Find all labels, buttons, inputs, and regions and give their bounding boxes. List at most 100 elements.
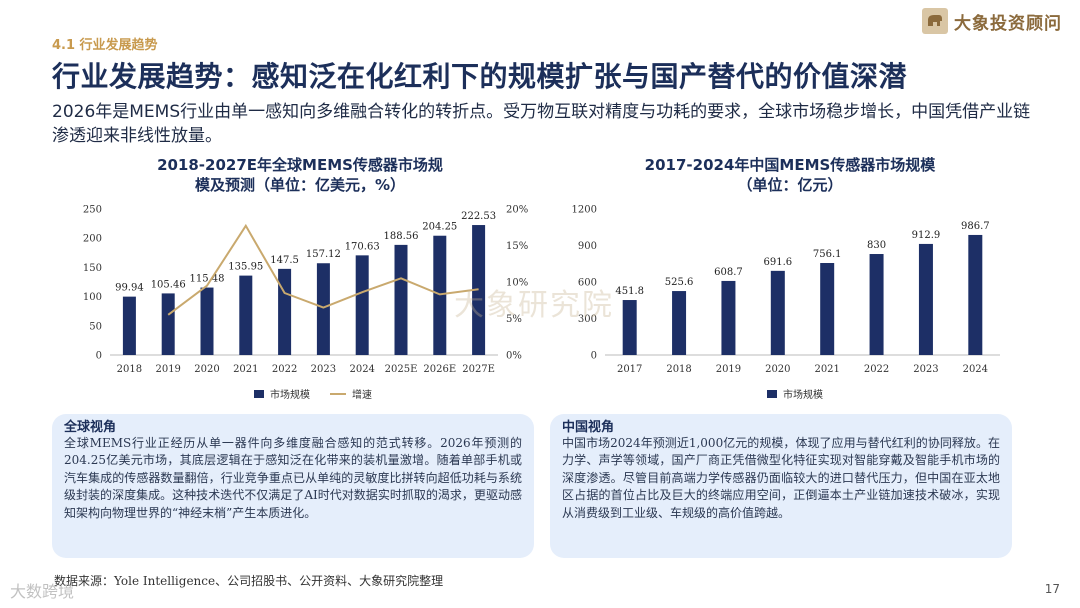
y-tick-label: 100 bbox=[83, 292, 102, 303]
bar bbox=[672, 291, 687, 355]
y-tick-label: 150 bbox=[83, 263, 102, 274]
y2-tick-label: 10% bbox=[506, 278, 528, 289]
x-tick-label: 2025E bbox=[385, 364, 418, 375]
chart2-legend: 市场规模 bbox=[767, 386, 823, 401]
x-tick-label: 2017 bbox=[617, 364, 642, 375]
bar bbox=[200, 287, 214, 355]
y-tick-label: 0 bbox=[96, 351, 102, 362]
data-label: 135.95 bbox=[228, 262, 263, 273]
panel-body: 中国市场2024年预测近1,000亿元的规模，体现了应用与替代红利的协同释放。在… bbox=[562, 436, 1000, 520]
panel-body: 全球MEMS行业正经历从单一器件向多维度融合感知的范式转移。2026年预测的20… bbox=[64, 436, 522, 520]
y-tick-label: 300 bbox=[578, 314, 597, 325]
x-tick-label: 2019 bbox=[716, 364, 741, 375]
watermark: 大象研究院 bbox=[454, 288, 614, 323]
chart2-title-line2: （单位：亿元） bbox=[737, 176, 843, 194]
growth-line bbox=[167, 223, 479, 316]
y-tick-label: 600 bbox=[578, 278, 597, 289]
x-tick-label: 2022 bbox=[864, 364, 889, 375]
y-tick-label: 0 bbox=[591, 351, 597, 362]
data-label: 204.25 bbox=[422, 222, 457, 233]
data-label: 986.7 bbox=[961, 221, 990, 232]
bar bbox=[316, 263, 330, 355]
legend-bar-label: 市场规模 bbox=[783, 390, 823, 401]
legend-bar-label: 市场规模 bbox=[270, 390, 310, 401]
data-label: 147.5 bbox=[270, 255, 299, 266]
chart1-title: 2018-2027E年全球MEMS传感器市场规 模及预测（单位：亿美元，%） bbox=[100, 155, 500, 195]
data-label: 170.63 bbox=[345, 241, 380, 252]
page-number: 17 bbox=[1044, 582, 1060, 596]
chart1-title-line2: 模及预测（单位：亿美元，%） bbox=[194, 176, 406, 194]
chart1-legend: 市场规模 增速 bbox=[254, 386, 372, 401]
chart2-title-line1: 2017-2024年中国MEMS传感器市场规模 bbox=[644, 156, 936, 174]
data-label: 105.46 bbox=[151, 279, 186, 290]
bar bbox=[622, 300, 637, 355]
x-tick-label: 2020 bbox=[194, 364, 219, 375]
bar bbox=[770, 270, 785, 355]
x-tick-label: 2023 bbox=[311, 364, 336, 375]
x-tick-label: 2027E bbox=[462, 364, 495, 375]
bar bbox=[918, 243, 933, 355]
bar bbox=[239, 275, 253, 355]
brand-logo: 大象投资顾问 bbox=[922, 8, 1062, 34]
data-label: 115.48 bbox=[190, 274, 225, 285]
global-mems-chart: 0 50 100 150 200 250 0% 5% 10% 15% 20% 99.94 2018 105… bbox=[83, 205, 528, 376]
y2-tick-label: 0% bbox=[506, 351, 522, 362]
x-tick-label: 2023 bbox=[913, 364, 938, 375]
legend-bar-swatch bbox=[767, 389, 777, 398]
bar bbox=[394, 244, 408, 355]
data-label: 756.1 bbox=[813, 249, 842, 260]
corner-watermark: 大数跨境 bbox=[10, 582, 75, 601]
data-source: 数据来源：Yole Intelligence、公司招股书、公开资料、大象研究院整… bbox=[54, 574, 444, 588]
x-tick-label: 2021 bbox=[233, 364, 258, 375]
bar bbox=[968, 234, 983, 355]
x-tick-label: 2024 bbox=[963, 364, 988, 375]
y-tick-label: 50 bbox=[89, 321, 102, 332]
china-view-panel: 中国视角 中国市场2024年预测近1,000亿元的规模，体现了应用与替代红利的协… bbox=[550, 414, 1012, 558]
bar bbox=[869, 254, 884, 355]
x-tick-label: 2022 bbox=[272, 364, 297, 375]
legend-line-swatch bbox=[330, 392, 346, 395]
data-label: 525.6 bbox=[665, 277, 694, 288]
x-tick-label: 2019 bbox=[155, 364, 180, 375]
data-label: 912.9 bbox=[912, 230, 941, 241]
panel-title: 全球视角 bbox=[64, 420, 117, 435]
section-tag: 4.1 行业发展趋势 bbox=[52, 38, 158, 53]
x-tick-label: 2026E bbox=[423, 364, 456, 375]
logo-text: 大象投资顾问 bbox=[954, 13, 1062, 34]
y-tick-label: 200 bbox=[83, 234, 102, 245]
x-tick-label: 2021 bbox=[814, 364, 839, 375]
data-label: 608.7 bbox=[714, 267, 743, 278]
y-tick-label: 1200 bbox=[572, 205, 597, 216]
y2-tick-label: 5% bbox=[506, 314, 522, 325]
x-tick-label: 2018 bbox=[666, 364, 691, 375]
page-subtitle: 2026年是MEMS行业由单一感知向多维融合转化的转折点。受万物互联对精度与功耗… bbox=[52, 102, 1031, 146]
bar bbox=[122, 296, 136, 355]
panel-title: 中国视角 bbox=[562, 420, 615, 435]
chart2-title: 2017-2024年中国MEMS传感器市场规模 （单位：亿元） bbox=[600, 155, 980, 195]
data-label: 830 bbox=[867, 240, 886, 251]
data-label: 157.12 bbox=[306, 249, 341, 260]
legend-line-label: 增速 bbox=[352, 390, 372, 401]
data-label: 691.6 bbox=[763, 257, 792, 268]
page-title: 行业发展趋势：感知泛在化红利下的规模扩张与国产替代的价值深潜 bbox=[52, 60, 908, 93]
x-tick-label: 2020 bbox=[765, 364, 790, 375]
bar bbox=[161, 293, 175, 355]
global-view-panel: 全球视角 全球MEMS行业正经历从单一器件向多维度融合感知的范式转移。2026年… bbox=[52, 414, 534, 558]
elephant-logo-icon bbox=[922, 8, 948, 34]
chart1-title-line1: 2018-2027E年全球MEMS传感器市场规 bbox=[157, 156, 443, 174]
y2-tick-label: 15% bbox=[506, 241, 528, 252]
bar bbox=[820, 263, 835, 355]
data-label: 99.94 bbox=[115, 283, 144, 294]
data-label: 188.56 bbox=[384, 231, 419, 242]
y2-tick-label: 20% bbox=[506, 205, 528, 216]
legend-bar-swatch bbox=[254, 389, 264, 398]
bar bbox=[355, 255, 369, 355]
bar bbox=[721, 280, 736, 355]
y-tick-label: 900 bbox=[578, 241, 597, 252]
bar bbox=[278, 268, 292, 355]
x-tick-label: 2024 bbox=[349, 364, 374, 375]
data-label: 451.8 bbox=[615, 286, 644, 297]
x-tick-label: 2018 bbox=[117, 364, 142, 375]
y-tick-label: 250 bbox=[83, 205, 102, 216]
china-mems-chart: 0 300 600 900 1200 451.8 2017 525.6 2018 608.7 201… bbox=[572, 205, 1000, 375]
